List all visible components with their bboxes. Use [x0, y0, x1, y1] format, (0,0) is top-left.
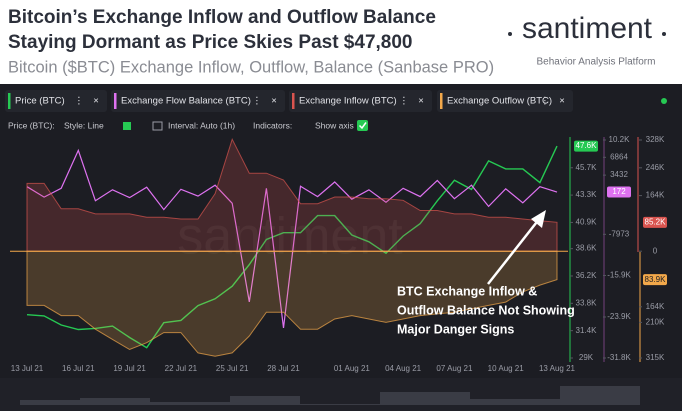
annotation-arrowhead: [531, 210, 546, 228]
navigator-shape: [20, 386, 640, 405]
x-tick-label: 22 Jul 21: [165, 364, 198, 373]
value-label-bg: [574, 140, 598, 152]
y-tick-label: 0: [653, 246, 658, 255]
toolbar-axis: Show axis: [315, 120, 354, 130]
x-tick-label: 28 Jul 21: [267, 364, 300, 373]
checkbox[interactable]: [357, 120, 368, 131]
legend-close[interactable]: ×: [271, 96, 277, 107]
x-tick-label: 10 Aug 21: [488, 364, 525, 373]
plot: [10, 137, 568, 357]
legend-label[interactable]: Exchange Inflow (BTC): [299, 96, 397, 107]
x-tick-label: 01 Aug 21: [334, 364, 371, 373]
y-tick-label: 29K: [579, 353, 594, 362]
x-tick-label: 19 Jul 21: [113, 364, 146, 373]
legend-swatch: [8, 93, 11, 109]
y-tick-label: 246K: [646, 163, 665, 172]
y-tick-label: 43.3K: [576, 190, 598, 199]
x-tick-label: 25 Jul 21: [216, 364, 249, 373]
legend-close[interactable]: ×: [559, 96, 565, 107]
legend-tab[interactable]: [289, 90, 432, 112]
y-tick-label: -23.9K: [607, 312, 631, 321]
watermark: santiment: [177, 208, 403, 266]
annotation-line: BTC Exchange Inflow &: [397, 284, 537, 298]
y-tick-label: 38.6K: [576, 244, 598, 253]
legend-menu[interactable]: ⋮: [399, 96, 409, 107]
y-tick-label: -7973: [609, 229, 630, 238]
x-tick-label: 16 Jul 21: [62, 364, 95, 373]
y-tick-label: 210K: [646, 318, 665, 327]
legend-close[interactable]: ×: [93, 96, 99, 107]
legend-tab[interactable]: [5, 90, 107, 112]
toolbar-label: Price (BTC):: [8, 120, 55, 130]
x-tick-label: 13 Aug 21: [539, 364, 576, 373]
legend-menu[interactable]: ⋮: [540, 96, 550, 107]
y-tick-label: 36.2K: [576, 271, 598, 280]
y-tick-label: 31.4K: [576, 326, 598, 335]
legend-tab[interactable]: [111, 90, 285, 112]
y-tick-label: 40.9K: [576, 218, 598, 227]
header-bg: [0, 0, 682, 84]
legend: Price (BTC) ⋮ × Exchange Flow Balance (BTC)…: [8, 93, 565, 109]
logo-dot: [508, 32, 512, 36]
logo-tagline: Behavior Analysis Platform: [537, 57, 656, 68]
legend-label[interactable]: Price (BTC): [15, 96, 65, 107]
y-tick-label: 33.8K: [576, 298, 598, 307]
legend-label[interactable]: Exchange Flow Balance (BTC): [121, 96, 251, 107]
color-swatch[interactable]: [123, 122, 131, 130]
checkmark: [358, 122, 367, 130]
title-line: Bitcoin’s Exchange Inflow and Outflow Ba…: [8, 7, 436, 28]
x-tick-label: 04 Aug 21: [385, 364, 422, 373]
annotation-arrow: [487, 217, 541, 285]
interval-icon: [152, 121, 163, 131]
y-tick-label: 328K: [646, 135, 665, 144]
value-label: 85.2K: [645, 217, 667, 226]
legend-menu[interactable]: ⋮: [74, 96, 84, 107]
y-tick-label: -15.9K: [607, 271, 631, 280]
legend-swatch: [440, 93, 443, 109]
y-tick-label: 164K: [646, 191, 665, 200]
value-label-bg: [643, 216, 667, 228]
y-tick-label: -31.8K: [607, 353, 631, 362]
title-line: Staying Dormant as Price Skies Past $47,…: [8, 32, 413, 53]
y-tick-label: 6864: [610, 152, 628, 161]
logo-dot: [662, 32, 666, 36]
legend-tab[interactable]: [437, 90, 573, 112]
series-line: [26, 148, 558, 328]
value-label: 83.9K: [645, 275, 667, 284]
toolbar-interval[interactable]: Interval: Auto (1h): [168, 120, 235, 130]
legend-close[interactable]: ×: [418, 96, 424, 107]
toolbar-indicators[interactable]: Indicators:: [253, 120, 292, 130]
axes: 13 Jul 21 16 Jul 21 19 Jul 21 22 Jul 21 25 J…: [11, 135, 667, 373]
y-tick-label: 45.7K: [576, 163, 598, 172]
legend-menu[interactable]: ⋮: [252, 96, 262, 107]
value-label-bg: [607, 186, 631, 198]
toolbar-style[interactable]: Style: Line: [64, 120, 104, 130]
y-tick-label: 315K: [646, 353, 665, 362]
value-label: 47.6K: [576, 141, 598, 150]
annotation-line: Outflow Balance Not Showing: [397, 303, 575, 317]
legend-swatch: [292, 93, 295, 109]
value-label-bg: [643, 274, 667, 286]
flow-area: [26, 250, 558, 357]
annotation-line: Major Danger Signs: [397, 322, 514, 336]
legend-label[interactable]: Exchange Outflow (BTC): [447, 96, 552, 107]
value-label: 172: [612, 187, 626, 196]
y-tick-label: 164K: [646, 302, 665, 311]
y-tick-label: 3432: [610, 170, 628, 179]
status-dot: [661, 98, 667, 104]
panel: [0, 84, 682, 411]
subtitle: Bitcoin ($BTC) Exchange Inflow, Outflow,…: [8, 58, 494, 76]
annotation: BTC Exchange Inflow & Outflow Balance Not…: [397, 284, 575, 336]
legend-swatch: [114, 93, 117, 109]
logo: santiment: [522, 12, 653, 45]
x-tick-label: 07 Aug 21: [436, 364, 473, 373]
x-tick-label: 13 Jul 21: [11, 364, 44, 373]
y-tick-label: 10.2K: [609, 135, 631, 144]
flow-area: [26, 137, 558, 252]
